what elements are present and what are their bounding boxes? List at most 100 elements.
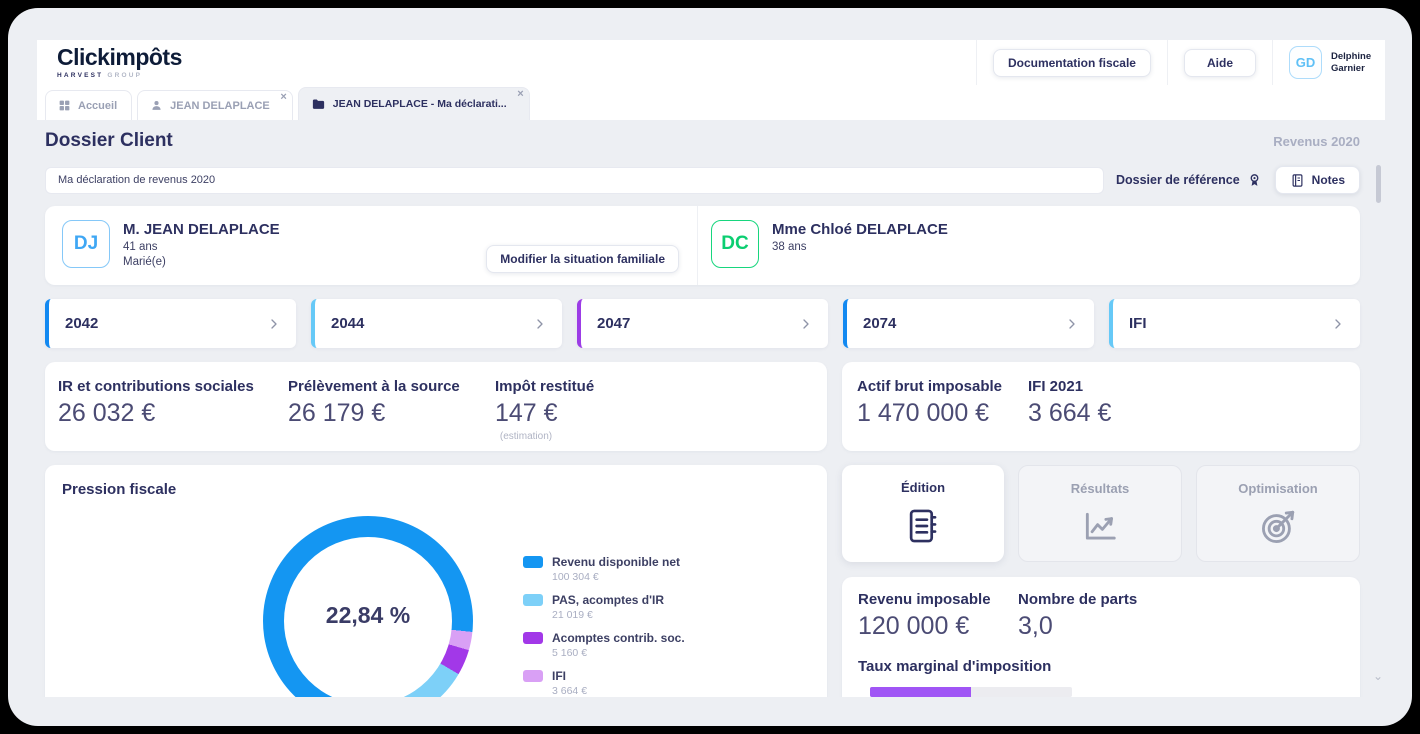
household-parts: Nombre de parts 3,0 <box>1018 591 1137 641</box>
tab-accueil[interactable]: Accueil <box>45 90 133 120</box>
sum-value: 3,0 <box>1018 612 1053 640</box>
notes-button[interactable]: Notes <box>1274 166 1360 194</box>
legend-label: Revenu disponible net <box>552 555 681 569</box>
tab-declaration[interactable]: JEAN DELAPLACE - Ma déclarati... × <box>297 87 530 120</box>
legend-value: 21 019 € <box>552 609 593 621</box>
summary-columns: Revenu imposable 120 000 € Nombre de par… <box>858 591 1360 641</box>
revenue-year-badge: Revenus 2020 <box>1273 134 1360 149</box>
stats-row: IR et contributions sociales 26 032 € Pr… <box>45 362 1360 451</box>
modify-family-situation-button[interactable]: Modifier la situation familiale <box>486 245 679 273</box>
client-age: 38 ans <box>772 241 807 253</box>
legend-chip <box>523 556 543 568</box>
scrollbar-thumb[interactable] <box>1376 165 1381 203</box>
actions-row: Édition Résultats Optimisa <box>842 465 1360 562</box>
stat-note: (estimation) <box>499 431 553 442</box>
legend-item: Acomptes contrib. soc. 5 160 € <box>523 631 685 659</box>
form-card-2074[interactable]: 2074 <box>843 299 1094 348</box>
legend-value: 3 664 € <box>552 685 588 697</box>
tab-label: JEAN DELAPLACE - Ma déclarati... <box>332 98 507 110</box>
medal-icon <box>1250 173 1259 186</box>
header-doc-section: Documentation fiscale <box>975 40 1167 85</box>
edition-button[interactable]: Édition <box>842 465 1004 562</box>
resultats-button[interactable]: Résultats <box>1018 465 1182 562</box>
top-header: Clickimpôts HARVEST GROUP Documentation … <box>37 40 1385 85</box>
wealth-stats-card: Actif brut imposable 1 470 000 € IFI 202… <box>842 362 1360 451</box>
form-card-2042[interactable]: 2042 <box>45 299 296 348</box>
action-label: Résultats <box>1070 481 1130 496</box>
summary-card: Revenu imposable 120 000 € Nombre de par… <box>842 577 1360 697</box>
action-label: Édition <box>900 480 946 495</box>
tax-pressure-title: Pression fiscale <box>62 481 177 498</box>
tab-bar: Accueil JEAN DELAPLACE × JEAN DELAPLACE … <box>37 85 1385 120</box>
aide-button[interactable]: Aide <box>1183 48 1256 77</box>
person-icon <box>152 101 161 110</box>
stat-value: 26 179 € <box>288 399 386 427</box>
optimisation-button[interactable]: Optimisation <box>1196 465 1360 562</box>
form-card-ifi[interactable]: IFI <box>1109 299 1360 348</box>
form-label: 2042 <box>65 315 99 332</box>
legend-label: PAS, acomptes d'IR <box>552 593 664 607</box>
header-user-section: GD Delphine Garnier <box>1272 40 1385 85</box>
journal-icon <box>904 507 942 550</box>
sum-label: Revenu imposable <box>858 591 991 608</box>
chevron-right-icon <box>803 318 809 329</box>
user-avatar[interactable]: GD <box>1289 46 1322 79</box>
stat-label: Actif brut imposable <box>857 378 1003 395</box>
app-frame: Clickimpôts HARVEST GROUP Documentation … <box>37 40 1385 697</box>
donut-hole <box>284 537 452 697</box>
content-area: Dossier Client Revenus 2020 Dossier de r… <box>37 120 1385 697</box>
chevron-right-icon <box>1335 318 1341 329</box>
target-icon <box>1259 508 1297 551</box>
header-help-section: Aide <box>1166 40 1272 85</box>
client-age: 41 ans <box>123 241 158 253</box>
form-label: 2074 <box>863 315 897 332</box>
stat-value: 26 032 € <box>58 399 156 427</box>
client-info: Mme Chloé DELAPLACE 38 ans <box>772 220 948 285</box>
logo-subtitle: HARVEST GROUP <box>57 72 143 79</box>
tab-jean-delaplace[interactable]: JEAN DELAPLACE × <box>137 90 293 120</box>
sum-value: 120 000 € <box>858 612 970 640</box>
chevron-right-icon <box>271 318 277 329</box>
avatar: DJ <box>62 220 110 268</box>
legend-item: PAS, acomptes d'IR 21 019 € <box>523 593 685 621</box>
tax-pressure-card: Pression fiscale 22,84 % Revenu disponib… <box>45 465 827 697</box>
marginal-tax-rate-label: Taux marginal d'imposition <box>858 658 1052 675</box>
stat-value: 1 470 000 € <box>857 399 990 427</box>
stat-value: 147 € <box>495 399 558 427</box>
marginal-tax-rate-fill <box>870 687 971 697</box>
marginal-tax-rate-bar <box>870 687 1072 697</box>
avatar: DC <box>711 220 759 268</box>
stat-actif-brut: Actif brut imposable 1 470 000 € <box>857 378 1028 451</box>
scroll-down-icon[interactable]: ⌄ <box>1372 669 1383 683</box>
right-column: Édition Résultats Optimisa <box>842 465 1360 697</box>
taxable-income: Revenu imposable 120 000 € <box>858 591 1018 641</box>
form-label: 2044 <box>331 315 365 332</box>
stat-label: IR et contributions sociales <box>58 378 254 395</box>
legend-label: IFI <box>552 669 566 683</box>
clients-card: DJ M. JEAN DELAPLACE 41 ans Marié(e) Mod… <box>45 206 1360 285</box>
form-label: 2047 <box>597 315 631 332</box>
close-icon[interactable]: × <box>517 88 524 100</box>
stat-value: 3 664 € <box>1028 399 1112 427</box>
legend-value: 5 160 € <box>552 647 588 659</box>
legend-label: Acomptes contrib. soc. <box>552 631 685 645</box>
logo: Clickimpôts HARVEST GROUP <box>37 46 182 80</box>
donut-center-value: 22,84 % <box>325 602 411 628</box>
chevron-right-icon <box>537 318 543 329</box>
legend-chip <box>523 670 543 682</box>
legend-item: IFI 3 664 € <box>523 669 685 697</box>
app-window: Clickimpôts HARVEST GROUP Documentation … <box>8 8 1412 726</box>
legend-chip <box>523 632 543 644</box>
documentation-fiscale-button[interactable]: Documentation fiscale <box>992 48 1151 77</box>
form-card-2047[interactable]: 2047 <box>577 299 828 348</box>
close-icon[interactable]: × <box>280 91 287 103</box>
user-name: Delphine Garnier <box>1331 51 1372 74</box>
page-title: Dossier Client <box>45 130 173 151</box>
client-name: M. JEAN DELAPLACE <box>123 221 280 238</box>
form-card-2044[interactable]: 2044 <box>311 299 562 348</box>
declaration-name-input[interactable] <box>45 166 1104 194</box>
line-chart-icon <box>1081 508 1119 551</box>
form-label: IFI <box>1129 315 1147 332</box>
client-marital-status: Marié(e) <box>123 256 166 268</box>
stat-label: Prélèvement à la source <box>288 378 460 395</box>
